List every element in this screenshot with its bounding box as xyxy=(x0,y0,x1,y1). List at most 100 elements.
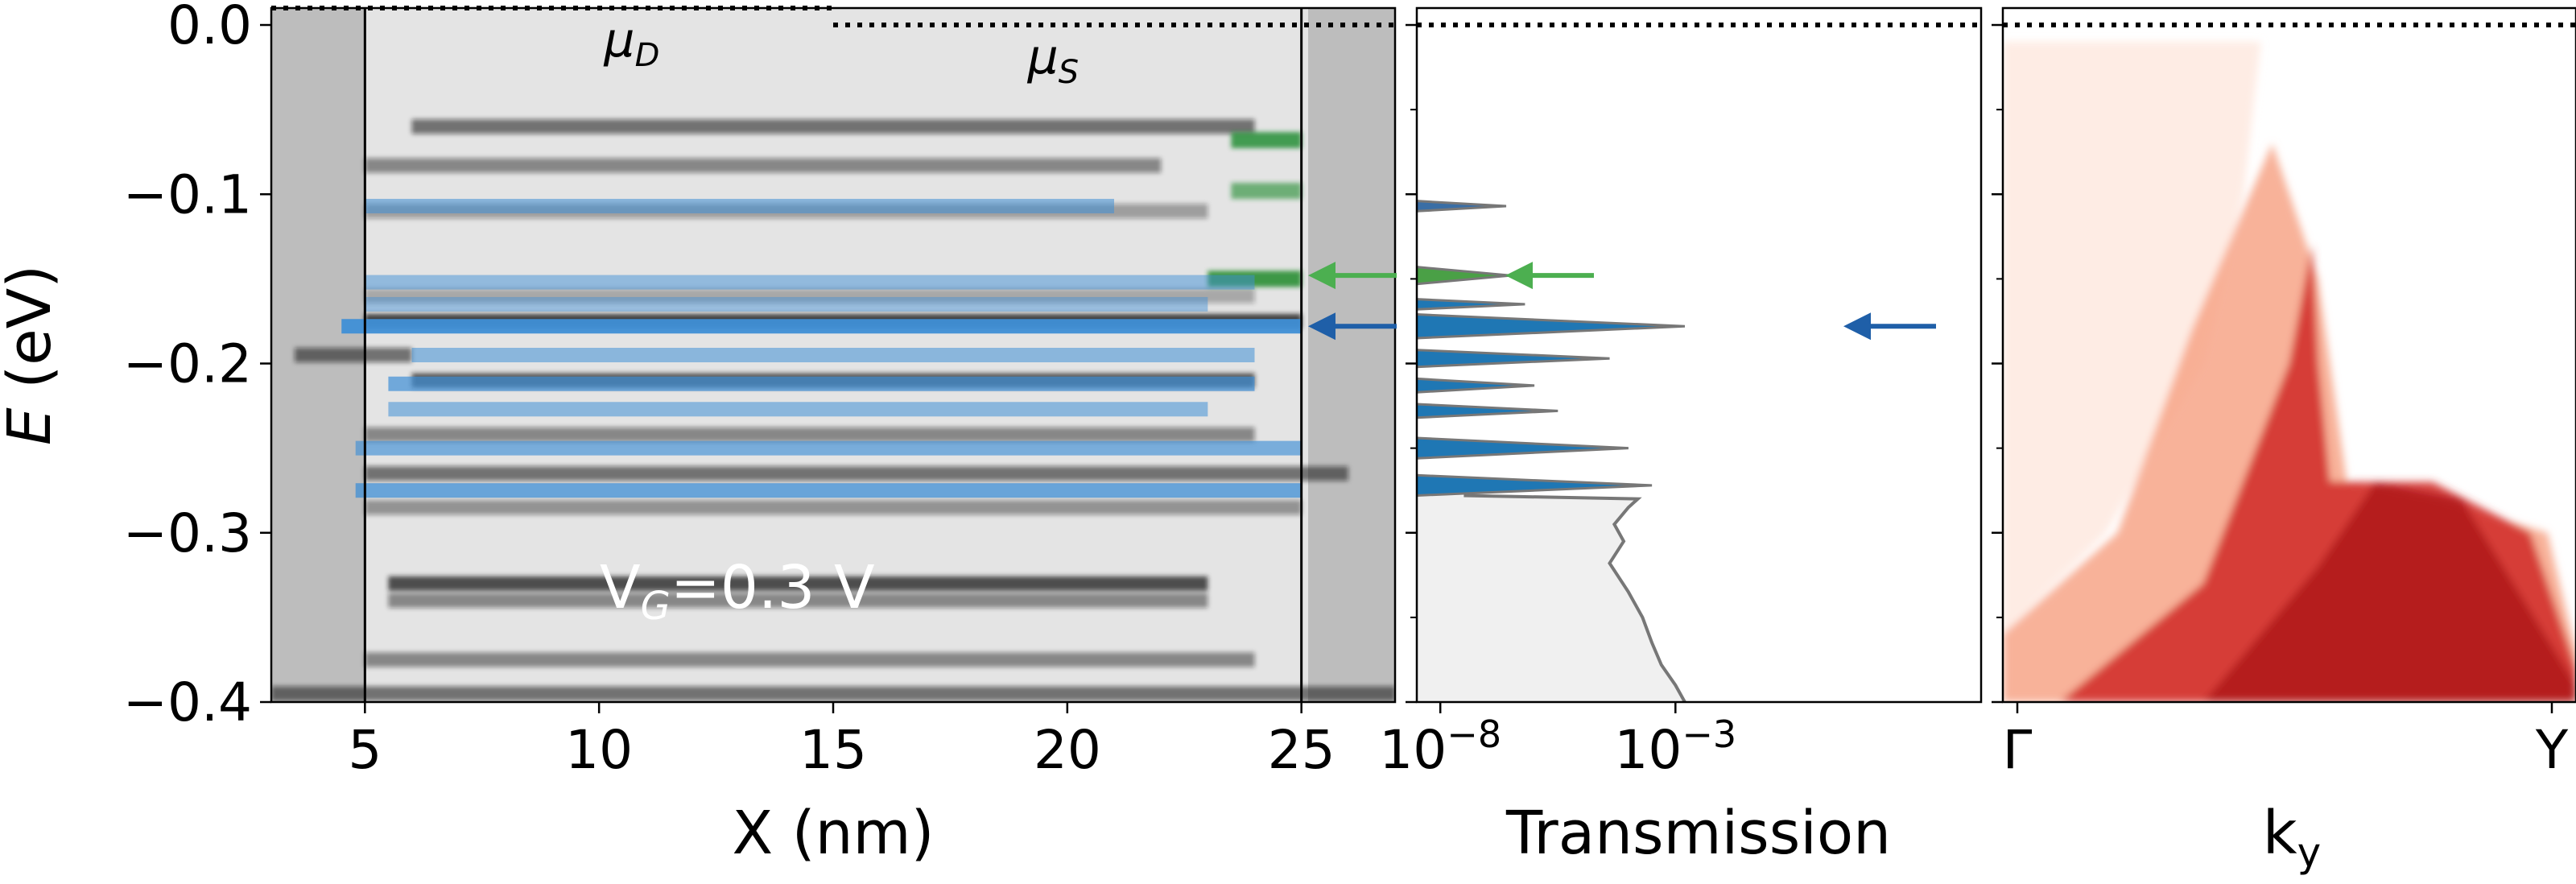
transmission-peak-3 xyxy=(1417,314,1685,338)
transmission-peak-outline-4 xyxy=(1417,349,1610,369)
blue-state-0 xyxy=(365,198,1114,213)
green-state-1 xyxy=(1231,183,1302,200)
dark-band-10 xyxy=(388,576,1208,591)
transmission-peak-0 xyxy=(1417,200,1506,212)
vg-prefix: V xyxy=(600,553,641,622)
left-arrow-1-head xyxy=(1308,312,1335,341)
middle-xtick-exp-1: −3 xyxy=(1682,713,1736,756)
transmission-plot xyxy=(1417,8,1981,702)
blue-state-1 xyxy=(365,275,1255,290)
transmission-peak-7 xyxy=(1417,438,1629,459)
transmission-peak-6 xyxy=(1417,403,1558,418)
left-ytick-label-2: −0.2 xyxy=(123,333,252,395)
blue-state-2 xyxy=(365,296,1208,312)
mu-D-sub: D xyxy=(635,37,660,74)
right-axes-frame xyxy=(2001,6,2576,704)
blue-state-3 xyxy=(341,319,1302,334)
green-state-0 xyxy=(1231,131,1302,148)
band-regions xyxy=(2003,42,2576,702)
continuum-line xyxy=(1463,494,1686,702)
left-x-ticks: 5 10 15 20 25 xyxy=(348,702,1335,781)
left-xtick-label-1: 10 xyxy=(565,719,633,781)
mu-S-label: μS xyxy=(1027,29,1080,91)
gate-voltage-annotation: VG=0.3 V xyxy=(600,553,875,629)
vg-sub: G xyxy=(641,584,671,629)
blue-state-7 xyxy=(355,440,1302,456)
energy-symbol: E xyxy=(0,407,64,445)
blue-state-6 xyxy=(388,402,1208,417)
middle-y-ticks xyxy=(1406,23,1417,704)
mu-D-symbol: μ xyxy=(603,12,634,68)
transmission-peak-outline-7 xyxy=(1417,436,1629,460)
middle-xtick-exp-0: −8 xyxy=(1447,713,1501,756)
left-xtick-label-4: 25 xyxy=(1268,719,1335,781)
dark-band-8 xyxy=(365,466,1348,481)
dark-band-12 xyxy=(365,652,1255,667)
transmission-peak-8 xyxy=(1417,475,1653,496)
blue-state-5 xyxy=(388,376,1255,391)
middle-axes-frame xyxy=(1415,6,1983,704)
middle-x-axis-label: Transmission xyxy=(1505,799,1891,868)
middle-arrow-blue-head xyxy=(1843,312,1871,341)
energy-unit: (eV) xyxy=(0,265,64,407)
left-ytick-label-4: −0.4 xyxy=(123,671,252,733)
transmission-peak-outline-2 xyxy=(1417,298,1525,311)
dark-band-0 xyxy=(411,119,1255,134)
local-dos-heatmap xyxy=(271,8,1395,702)
left-arrows xyxy=(1308,262,1397,341)
continuum-area xyxy=(1417,495,1685,702)
vg-suffix: =0.3 V xyxy=(671,553,875,622)
mu-S-sub: S xyxy=(1059,54,1079,91)
left-x-axis-label: X (nm) xyxy=(733,799,935,868)
dark-band-13 xyxy=(271,686,1395,701)
transmission-peak-1 xyxy=(1417,266,1511,284)
panel-middle: 10−8 10−3 Transmission xyxy=(1379,6,1983,868)
middle-arrows xyxy=(1505,262,1936,341)
middle-xtick-base-1: 10 xyxy=(1614,719,1682,781)
left-arrow-0-head xyxy=(1308,262,1335,290)
blue-state-4 xyxy=(411,348,1255,362)
ky-base: k xyxy=(2263,799,2297,868)
middle-x-ticks: 10−8 10−3 xyxy=(1379,702,1736,781)
ky-sub: y xyxy=(2297,829,2322,876)
panel-left: μD μS 5 10 15 20 25 0.0−0.1−0.2−0.3−0.4 X (nm… xyxy=(0,0,1397,868)
right-y-ticks xyxy=(1992,23,2003,704)
middle-xtick-base-0: 10 xyxy=(1379,719,1447,781)
middle-xtick-label-1: 10−3 xyxy=(1614,713,1736,781)
dark-band-5 xyxy=(295,348,412,362)
dark-band-3 xyxy=(365,288,1255,304)
left-y-axis-label: E (eV) xyxy=(0,265,64,445)
dark-band-9 xyxy=(365,500,1302,515)
transmission-peak-2 xyxy=(1417,299,1525,310)
contact-boundaries xyxy=(363,8,1303,702)
chemical-potentials: μD μS xyxy=(271,6,1395,91)
left-ytick-label-3: −0.3 xyxy=(123,502,252,564)
mu-D-label: μD xyxy=(603,12,659,74)
band-region-0 xyxy=(2003,42,2261,634)
band-region-3 xyxy=(2203,481,2576,702)
transmission-peak-4 xyxy=(1417,349,1610,367)
left-xtick-label-0: 5 xyxy=(348,719,382,781)
blue-states xyxy=(341,198,1302,498)
left-ytick-label-0: 0.0 xyxy=(167,0,252,56)
left-xtick-label-3: 20 xyxy=(1034,719,1101,781)
dark-band-1 xyxy=(365,158,1162,173)
dark-band-7 xyxy=(365,427,1255,442)
transmission-peak-outline-8 xyxy=(1417,473,1653,498)
transmission-peak-outline-6 xyxy=(1417,403,1558,419)
mu-S-symbol: μ xyxy=(1027,29,1059,85)
middle-xtick-label-0: 10−8 xyxy=(1379,713,1501,781)
transmission-peak-outline-5 xyxy=(1417,377,1535,394)
right-xtick-label-1: Y xyxy=(2535,719,2569,781)
middle-arrow-green-head xyxy=(1505,262,1533,290)
right-x-axis-label: ky xyxy=(2263,799,2321,876)
dark-band-11 xyxy=(388,593,1208,608)
blue-state-8 xyxy=(355,483,1302,498)
band-structure-heatmap xyxy=(2003,8,2576,702)
left-ytick-label-1: −0.1 xyxy=(123,163,252,225)
left-xtick-label-2: 15 xyxy=(799,719,867,781)
transmission-peak-outline-0 xyxy=(1417,200,1507,213)
